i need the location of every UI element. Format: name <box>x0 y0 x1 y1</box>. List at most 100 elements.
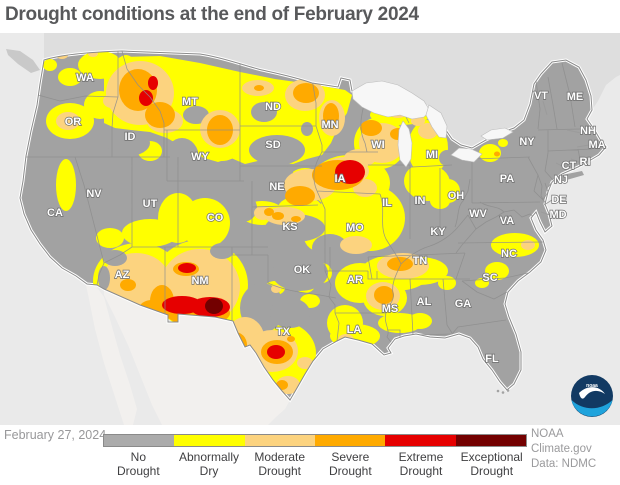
state-label-tn: TN <box>413 255 428 267</box>
legend-swatch-moderate <box>244 435 315 446</box>
legend-label-severe: Severe Drought <box>329 450 372 478</box>
state-label-sc: SC <box>482 272 497 284</box>
state-label-ny: NY <box>519 136 535 148</box>
page-title: Drought conditions at the end of Februar… <box>5 4 419 25</box>
state-label-nm: NM <box>191 275 208 287</box>
credit-data: Data: NDMC <box>531 458 597 470</box>
state-label-ma: MA <box>588 139 605 151</box>
state-label-ms: MS <box>382 303 399 315</box>
legend-swatch-abnormally <box>174 435 245 446</box>
state-label-nj: NJ <box>554 174 568 186</box>
state-label-ga: GA <box>455 298 472 310</box>
state-label-ky: KY <box>430 226 446 238</box>
drought-layer-d4-exceptional <box>205 298 223 314</box>
state-label-md: MD <box>549 209 566 221</box>
lake-huron <box>425 104 448 139</box>
state-label-wy: WY <box>191 151 209 163</box>
label-leader-line <box>547 179 555 188</box>
legend-swatch-severe <box>314 435 386 446</box>
legend-swatch-exceptional <box>455 435 526 446</box>
canada-region <box>44 33 620 148</box>
state-label-ct: CT <box>562 160 577 172</box>
vancouver-island <box>6 49 40 73</box>
label-leader-line <box>566 129 582 134</box>
state-label-mo: MO <box>346 222 364 234</box>
label-leader-line <box>543 199 553 206</box>
credits: NOAA Climate.gov Data: NDMC <box>531 427 620 472</box>
state-label-oh: OH <box>448 190 465 202</box>
state-label-ia: IA <box>335 173 346 185</box>
lake-michigan <box>397 120 413 168</box>
mexico-mainland <box>104 290 290 425</box>
state-label-wa: WA <box>76 72 94 84</box>
state-labels: WA OR CA NV ID MT WY UT CO AZ NM ND SD NE KS OK TX MN IA MO… <box>46 71 606 365</box>
baja-peninsula <box>86 285 137 425</box>
legend-labels: No Drought Abnormally Dry Moderate Drought Sev… <box>103 450 527 478</box>
legend: No Drought Abnormally Dry Moderate Drought Sev… <box>103 434 527 478</box>
legend-label-abnormally: Abnormally Dry <box>178 450 240 478</box>
state-label-co: CO <box>207 212 224 224</box>
noaa-logo-lightblue <box>571 400 613 417</box>
state-label-la: LA <box>347 324 362 336</box>
state-label-nd: ND <box>265 101 281 113</box>
state-label-fl: FL <box>485 353 499 365</box>
legend-label-exceptional: Exceptional Drought <box>460 450 523 478</box>
state-label-in: IN <box>415 195 426 207</box>
no-drought-islands <box>106 102 455 333</box>
state-label-az: AZ <box>115 269 130 281</box>
state-label-va: VA <box>500 215 515 227</box>
footer: February 27, 2024 No Drought Abnormally Dry… <box>0 425 620 485</box>
long-island <box>552 171 584 183</box>
state-label-de: DE <box>551 194 566 206</box>
legend-label-moderate: Moderate Drought <box>254 450 306 478</box>
label-leader-line <box>555 162 563 167</box>
legend-label-extreme: Extreme Drought <box>398 450 444 478</box>
state-label-id: ID <box>125 131 136 143</box>
state-label-or: OR <box>65 116 82 128</box>
state-label-mn: MN <box>321 119 338 131</box>
state-label-nh: NH <box>580 125 596 137</box>
label-leader-line <box>540 211 551 216</box>
state-label-ok: OK <box>294 264 311 276</box>
state-label-al: AL <box>417 296 432 308</box>
state-label-vt: VT <box>534 90 548 102</box>
lake-ontario <box>480 127 514 141</box>
state-label-pa: PA <box>500 173 515 185</box>
state-label-ri: RI <box>580 156 591 168</box>
date-label: February 27, 2024 <box>4 428 107 442</box>
legend-label-no: No Drought <box>116 450 160 478</box>
state-label-mi: MI <box>426 149 438 161</box>
lake-superior <box>351 80 431 120</box>
state-label-nc: NC <box>501 248 517 260</box>
noaa-logo-text: noaa <box>586 383 598 389</box>
state-label-wi: WI <box>371 139 384 151</box>
state-label-tx: TX <box>276 326 291 338</box>
credit-source: NOAA Climate.gov <box>531 428 592 455</box>
state-label-mt: MT <box>182 96 198 108</box>
header: Drought conditions at the end of Februar… <box>0 0 620 33</box>
state-label-me: ME <box>567 91 584 103</box>
legend-color-bar <box>103 434 527 447</box>
lake-erie <box>450 147 483 163</box>
label-leader-line <box>570 158 580 163</box>
us-drought-map: WA OR CA NV ID MT WY UT CO AZ NM ND SD NE KS OK TX MN IA MO… <box>0 33 620 425</box>
state-label-ne: NE <box>269 181 284 193</box>
noaa-bird-icon <box>579 387 605 399</box>
state-label-ca: CA <box>47 207 63 219</box>
leader-lines <box>540 100 590 216</box>
state-label-ar: AR <box>347 274 363 286</box>
legend-swatch-no <box>104 435 175 446</box>
state-borders <box>26 51 593 343</box>
state-label-ks: KS <box>282 221 297 233</box>
florida-keys <box>496 389 510 394</box>
us-coast-outline <box>19 50 607 401</box>
map-container: WA OR CA NV ID MT WY UT CO AZ NM ND SD NE KS OK TX MN IA MO… <box>0 33 620 425</box>
state-label-il: IL <box>382 197 392 209</box>
label-leader-line <box>576 144 590 148</box>
legend-swatch-extreme <box>385 435 456 446</box>
noaa-logo: noaa <box>571 375 613 417</box>
state-label-wv: WV <box>469 208 487 220</box>
state-label-nv: NV <box>86 188 102 200</box>
great-lakes <box>351 80 514 168</box>
